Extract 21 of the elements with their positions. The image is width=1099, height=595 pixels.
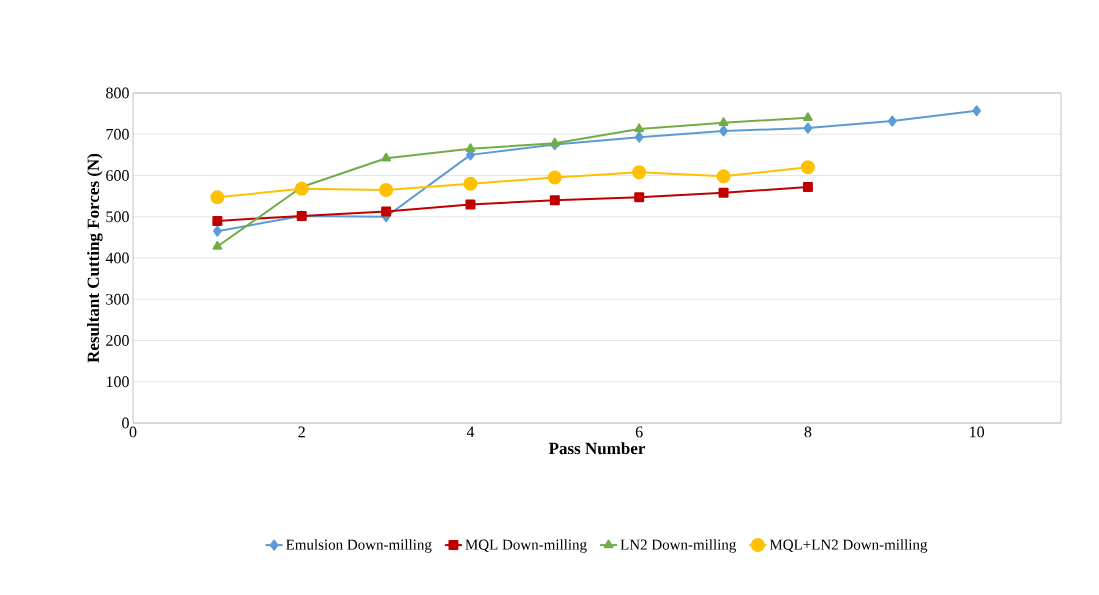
x-axis-title: Pass Number (548, 442, 646, 455)
y-tick-label: 100 (106, 376, 129, 388)
x-tick-label: 4 (466, 426, 475, 438)
x-tick-label: 8 (804, 426, 812, 438)
y-tick-label: 600 (106, 170, 129, 181)
y-axis-title: Resultant Cutting Forces (N) (87, 153, 103, 363)
y-tick-label: 200 (106, 335, 129, 346)
x-tick-label: 2 (298, 426, 305, 438)
y-tick-label: 800 (106, 87, 129, 99)
legend-label: MQL+LN2 Down-milling (769, 539, 928, 553)
y-tick-label: 0 (122, 417, 129, 429)
y-tick-label: 500 (106, 211, 129, 223)
y-tick-label: 400 (105, 252, 129, 264)
x-tick-label: 0 (129, 426, 137, 438)
legend-label: LN2 Down-milling (620, 539, 737, 553)
y-tick-label: 300 (106, 293, 129, 305)
legend-label: Emulsion Down-milling (286, 539, 432, 553)
x-tick-label: 10 (970, 426, 985, 438)
legend-label: MQL Down-milling (465, 539, 587, 553)
x-tick-label: 6 (635, 426, 643, 438)
y-tick-label: 700 (106, 128, 129, 140)
